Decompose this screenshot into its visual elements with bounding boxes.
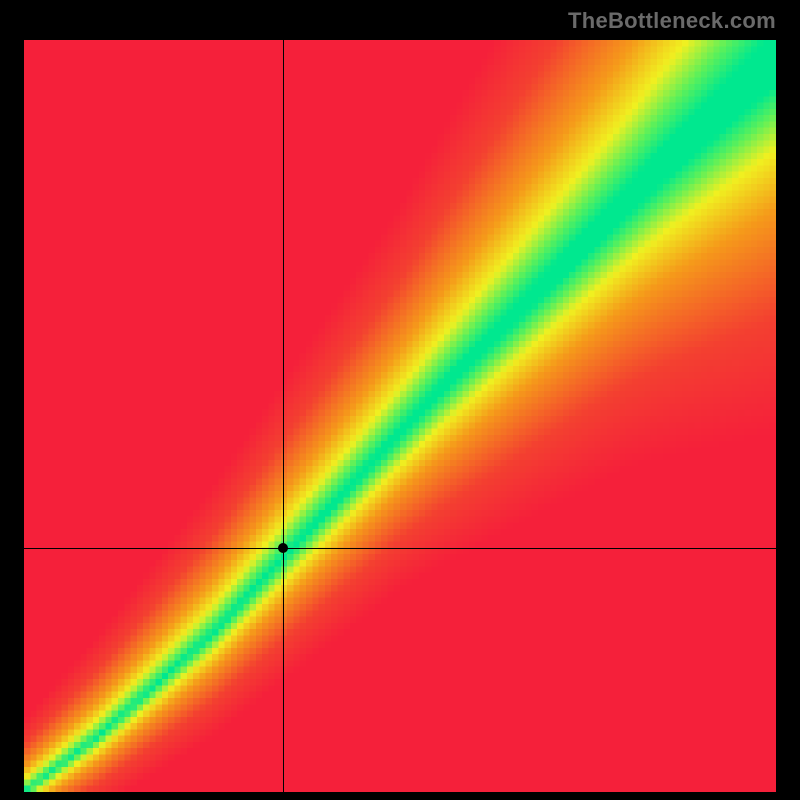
attribution-label: TheBottleneck.com — [568, 8, 776, 34]
plot-area — [24, 40, 776, 792]
heatmap-canvas — [24, 40, 776, 792]
chart-container: TheBottleneck.com — [0, 0, 800, 800]
